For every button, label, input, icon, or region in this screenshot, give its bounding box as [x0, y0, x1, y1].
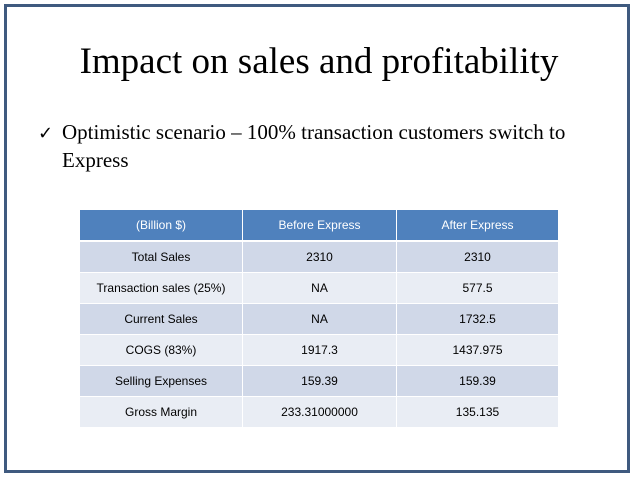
row-label: Current Sales	[79, 303, 243, 335]
before-value: NA	[242, 303, 397, 335]
table-row: Selling Expenses 159.39 159.39	[79, 365, 559, 397]
before-value: 159.39	[242, 365, 397, 397]
header-cell-before: Before Express	[242, 209, 397, 242]
bullet-point: ✓ Optimistic scenario – 100% transaction …	[38, 119, 608, 174]
row-label: Gross Margin	[79, 396, 243, 428]
before-value: 1917.3	[242, 334, 397, 366]
before-value: 2310	[242, 240, 397, 273]
row-label: Transaction sales (25%)	[79, 272, 243, 304]
header-cell-unit: (Billion $)	[79, 209, 243, 242]
bullet-text-line2: Express	[62, 148, 129, 172]
before-value: NA	[242, 272, 397, 304]
sales-table: (Billion $) Before Express After Express…	[79, 209, 559, 428]
slide-title: Impact on sales and profitability	[79, 41, 559, 82]
before-value: 233.31000000	[242, 396, 397, 428]
table-row: Transaction sales (25%) NA 577.5	[79, 272, 559, 304]
row-label: Total Sales	[79, 240, 243, 273]
after-value: 159.39	[396, 365, 559, 397]
after-value: 577.5	[396, 272, 559, 304]
row-label: COGS (83%)	[79, 334, 243, 366]
bullet-text-line1: Optimistic scenario – 100% transaction c…	[62, 120, 566, 144]
after-value: 1437.975	[396, 334, 559, 366]
after-value: 1732.5	[396, 303, 559, 335]
slide-frame	[4, 4, 630, 473]
header-cell-after: After Express	[396, 209, 559, 242]
after-value: 2310	[396, 240, 559, 273]
checkmark-icon: ✓	[38, 123, 54, 144]
table-row: COGS (83%) 1917.3 1437.975	[79, 334, 559, 366]
row-label: Selling Expenses	[79, 365, 243, 397]
table-row: Current Sales NA 1732.5	[79, 303, 559, 335]
after-value: 135.135	[396, 396, 559, 428]
table-row: Gross Margin 233.31000000 135.135	[79, 396, 559, 428]
table-header-row: (Billion $) Before Express After Express	[79, 209, 559, 242]
table-row: Total Sales 2310 2310	[79, 240, 559, 273]
